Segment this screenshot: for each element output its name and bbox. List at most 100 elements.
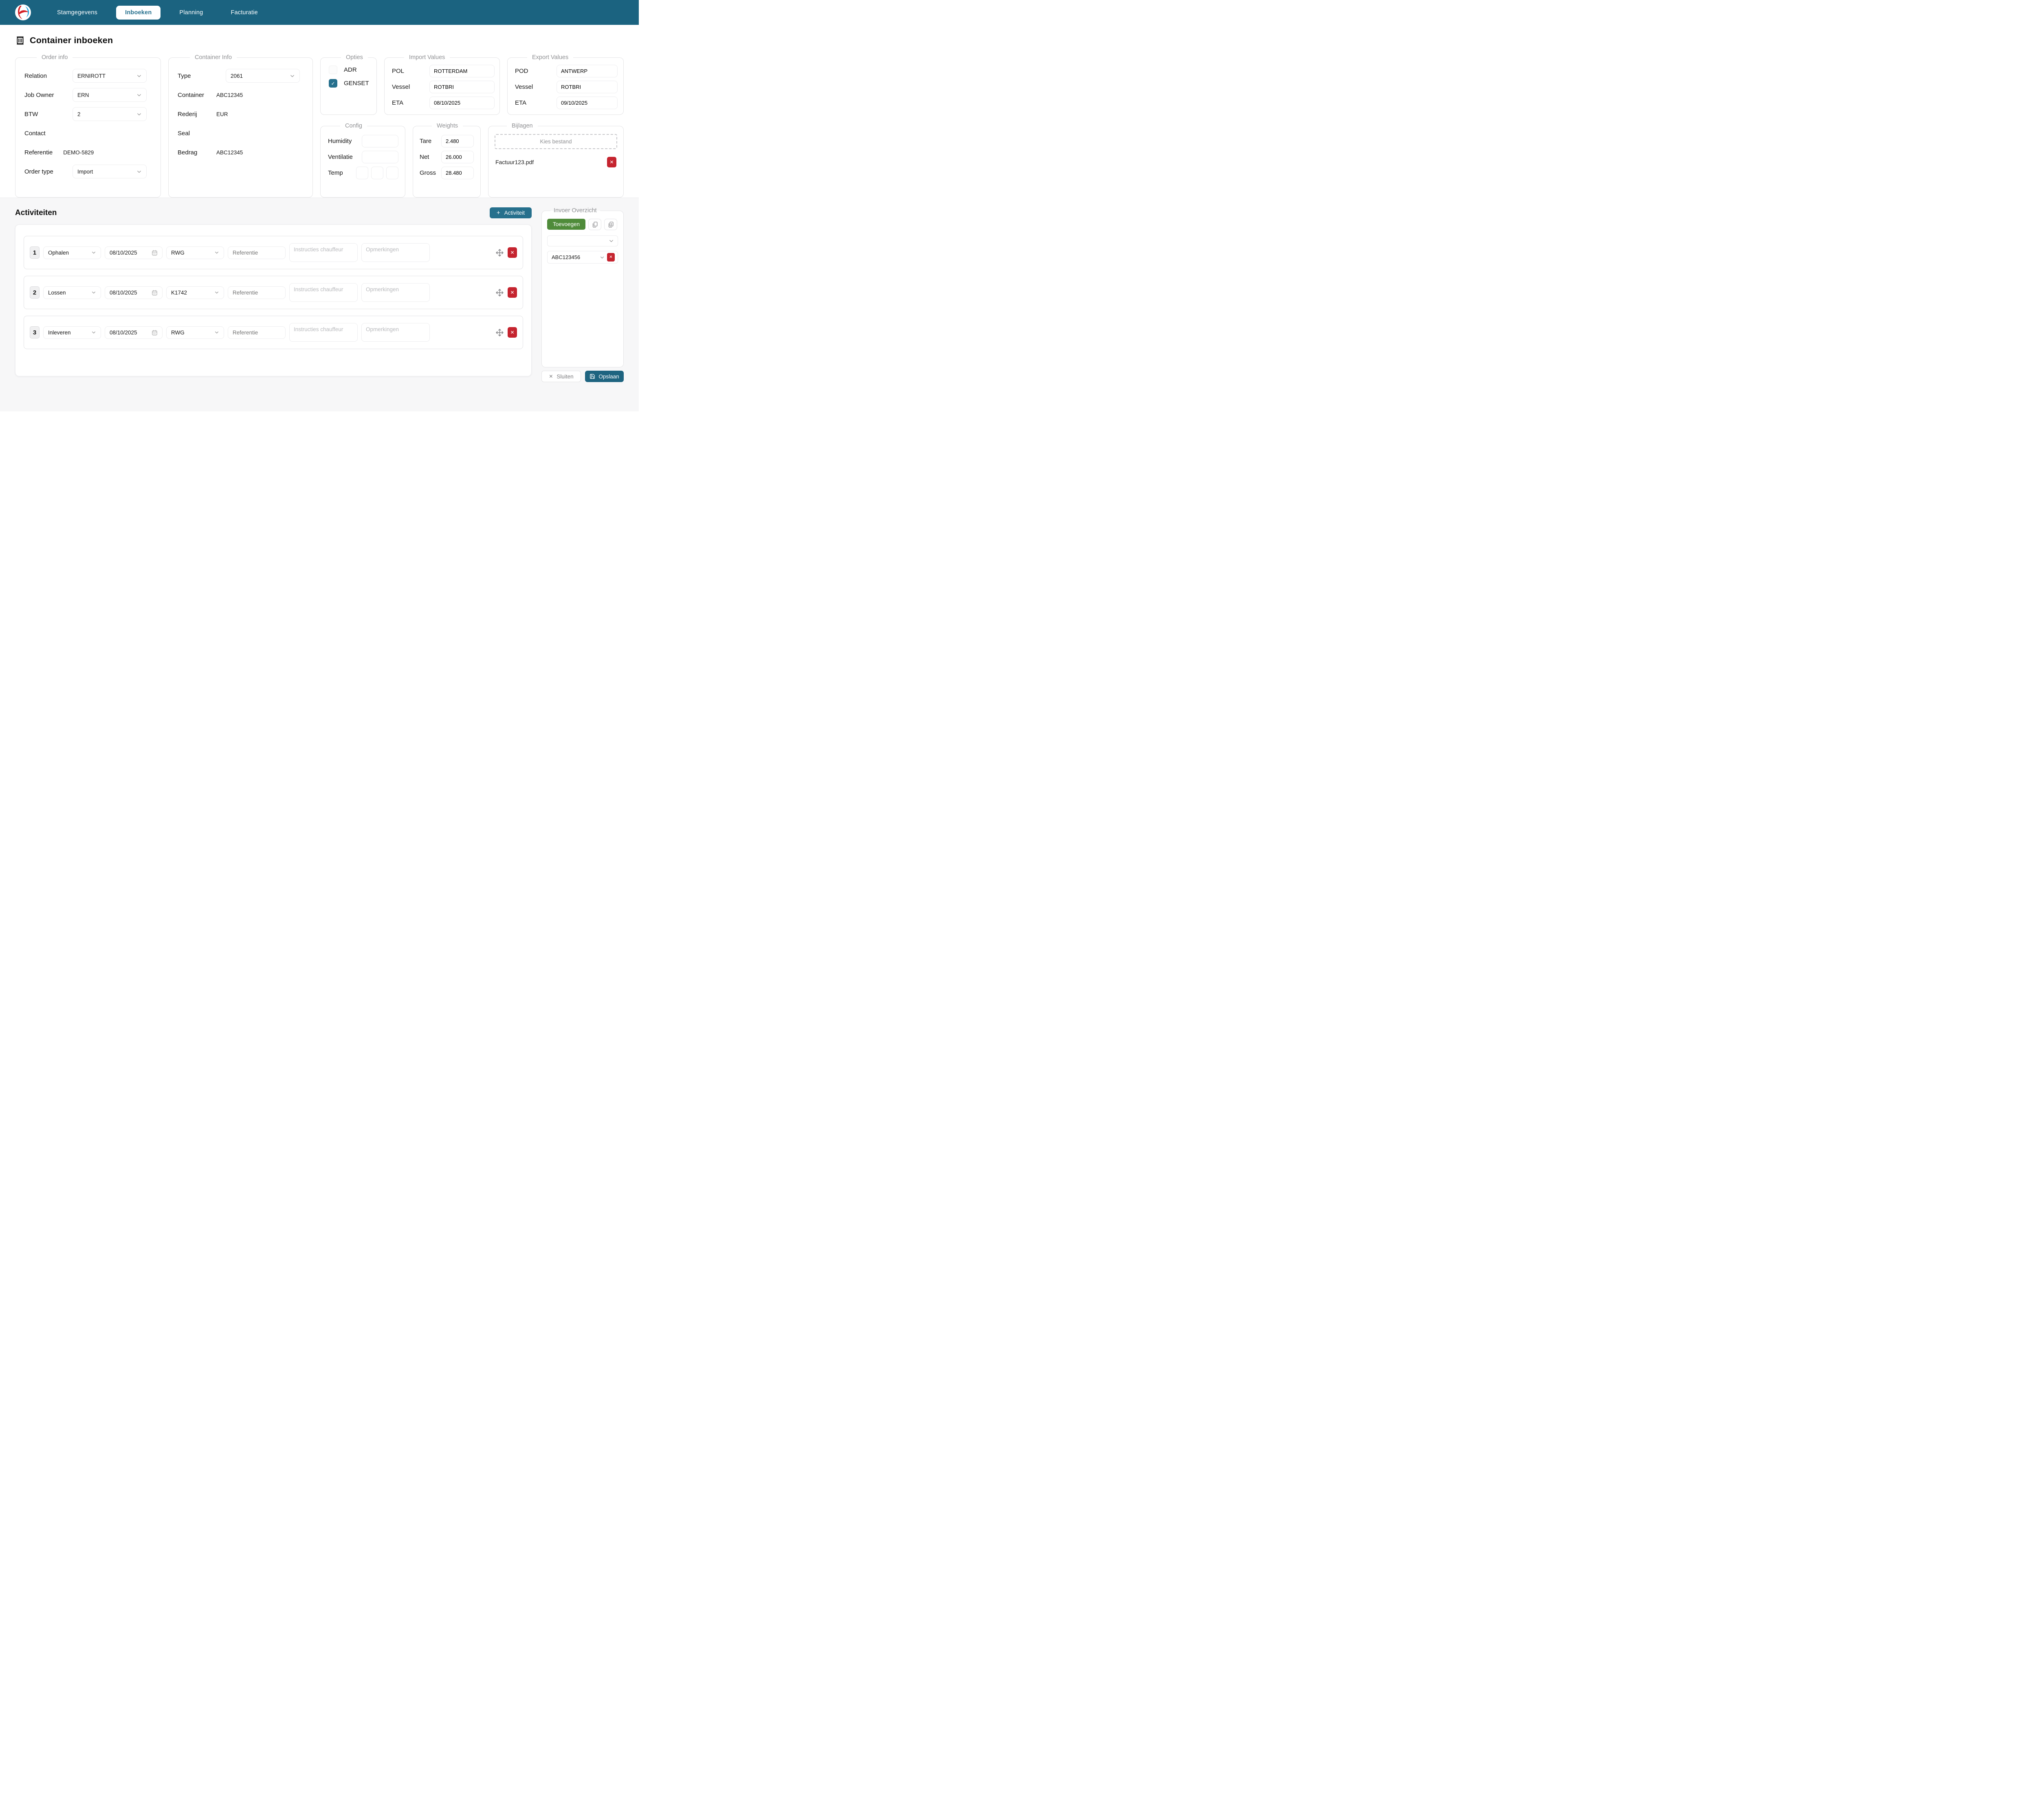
invoer-empty-select[interactable]	[547, 235, 618, 246]
order-info-fieldset: Order info Relation ERNIROTT Job Owner E…	[15, 54, 161, 198]
genset-checkbox[interactable]: ✓	[329, 79, 337, 88]
drag-move-icon[interactable]	[495, 288, 504, 297]
referentie-input[interactable]	[59, 145, 153, 159]
invoer-overzicht-fieldset: Invoer Overzicht Toevoegen ABC123456	[541, 207, 624, 367]
toevoegen-row: Toevoegen	[547, 219, 618, 230]
temp-input-3[interactable]	[386, 167, 398, 179]
nav-item-inboeken[interactable]: Inboeken	[116, 5, 161, 20]
duplicate-button[interactable]	[604, 219, 618, 230]
gross-input[interactable]	[441, 167, 474, 179]
invoer-overzicht-legend: Invoer Overzicht	[554, 207, 597, 214]
dropzone-label: Kies bestand	[540, 138, 572, 145]
ventilatie-input[interactable]	[362, 151, 398, 163]
activity-referentie-input[interactable]	[228, 246, 286, 259]
bijlagen-legend: Bijlagen	[512, 123, 533, 129]
pol-input[interactable]	[429, 65, 495, 77]
activiteiten-header: Activiteiten + Activiteit	[15, 207, 532, 218]
import-eta-input[interactable]	[429, 97, 495, 109]
relation-select[interactable]: ERNIROTT	[73, 69, 147, 83]
calendar-icon	[152, 330, 158, 336]
export-vessel-input[interactable]	[557, 81, 618, 93]
activity-instructies-textarea[interactable]	[289, 283, 358, 302]
activity-referentie-input[interactable]	[228, 286, 286, 299]
page-title: Container inboeken	[15, 35, 624, 46]
chevron-down-icon	[609, 238, 614, 244]
activity-opmerkingen-textarea[interactable]	[361, 283, 430, 302]
delete-activity-button[interactable]: ✕	[508, 287, 517, 298]
delete-activity-button[interactable]: ✕	[508, 247, 517, 258]
activity-type-select[interactable]: Inleveren	[43, 326, 101, 339]
order-info-legend: Order info	[42, 54, 68, 61]
tare-input[interactable]	[441, 135, 474, 147]
net-label: Net	[420, 154, 429, 160]
activity-date-input[interactable]: 08/10/2025	[105, 286, 163, 299]
file-dropzone[interactable]: Kies bestand	[495, 134, 617, 149]
net-input[interactable]	[441, 151, 474, 163]
toevoegen-button[interactable]: Toevoegen	[547, 219, 586, 230]
opslaan-button[interactable]: Opslaan	[585, 371, 624, 382]
copy-button[interactable]	[588, 219, 602, 230]
nav-item-planning[interactable]: Planning	[179, 9, 203, 16]
config-legend: Config	[345, 123, 362, 129]
export-eta-input[interactable]	[557, 97, 618, 109]
activity-location-select[interactable]: RWG	[166, 246, 224, 259]
invoer-container-select[interactable]: ABC123456 ✕	[547, 251, 618, 264]
chevron-down-icon	[136, 169, 142, 174]
referentie-label: Referentie	[24, 149, 53, 156]
contact-input[interactable]	[59, 126, 153, 140]
activity-type-select[interactable]: Lossen	[43, 286, 101, 299]
adr-checkbox[interactable]	[329, 66, 337, 74]
bijlagen-fieldset: Bijlagen Kies bestand Factuur123.pdf ✕	[488, 123, 624, 198]
config-fieldset: Config Humidity Ventilatie Temp	[320, 123, 405, 198]
sluiten-button[interactable]: ✕ Sluiten	[541, 371, 581, 382]
add-activiteit-button[interactable]: + Activiteit	[489, 207, 532, 218]
app-window: Stamgegevens Inboeken Planning Facturati…	[0, 0, 639, 411]
chevron-down-icon	[290, 73, 295, 79]
activity-date-input[interactable]: 08/10/2025	[105, 246, 163, 259]
rederij-input[interactable]	[211, 107, 305, 121]
plus-icon: +	[496, 209, 500, 216]
seal-input[interactable]	[211, 126, 305, 140]
activity-location-select[interactable]: K1742	[166, 286, 224, 299]
contact-label: Contact	[24, 130, 46, 137]
bedrag-input[interactable]	[211, 145, 305, 159]
activity-instructies-textarea[interactable]	[289, 243, 358, 262]
import-vessel-input[interactable]	[429, 81, 495, 93]
type-select[interactable]: 2061	[226, 69, 300, 83]
chevron-down-icon	[600, 255, 605, 260]
top-navbar: Stamgegevens Inboeken Planning Facturati…	[0, 0, 639, 25]
nav-item-facturatie[interactable]: Facturatie	[231, 9, 258, 16]
job-owner-select[interactable]: ERN	[73, 88, 147, 102]
invoer-overzicht-column: Invoer Overzicht Toevoegen ABC123456	[541, 207, 624, 411]
pod-input[interactable]	[557, 65, 618, 77]
activity-date-input[interactable]: 08/10/2025	[105, 326, 163, 339]
delete-activity-button[interactable]: ✕	[508, 327, 517, 338]
activity-referentie-input[interactable]	[228, 326, 286, 339]
remove-container-button[interactable]: ✕	[607, 253, 615, 262]
import-vessel-label: Vessel	[392, 84, 410, 90]
activity-row-3: 3 Inleveren 08/10/2025 RWG	[24, 316, 523, 349]
activity-opmerkingen-textarea[interactable]	[361, 323, 430, 342]
activity-location-select[interactable]: RWG	[166, 326, 224, 339]
calendar-icon	[152, 290, 158, 296]
chevron-down-icon	[136, 73, 142, 79]
order-type-select[interactable]: Import	[73, 165, 147, 178]
drag-move-icon[interactable]	[495, 248, 504, 257]
drag-move-icon[interactable]	[495, 328, 504, 337]
pol-label: POL	[392, 68, 405, 75]
temp-input-2[interactable]	[371, 167, 383, 179]
activity-instructies-textarea[interactable]	[289, 323, 358, 342]
attachment-row: Factuur123.pdf ✕	[495, 157, 617, 167]
company-logo-icon	[15, 4, 31, 20]
temp-label: Temp	[328, 169, 343, 176]
activity-opmerkingen-textarea[interactable]	[361, 243, 430, 262]
weights-fieldset: Weights Tare Net Gross	[413, 123, 481, 198]
humidity-input[interactable]	[362, 135, 398, 147]
export-vessel-label: Vessel	[515, 84, 533, 90]
temp-input-1[interactable]	[356, 167, 368, 179]
nav-item-stamgegevens[interactable]: Stamgegevens	[57, 9, 98, 16]
container-input[interactable]	[211, 88, 305, 102]
btw-select[interactable]: 2	[73, 107, 147, 121]
delete-attachment-button[interactable]: ✕	[607, 157, 616, 167]
activity-type-select[interactable]: Ophalen	[43, 246, 101, 259]
